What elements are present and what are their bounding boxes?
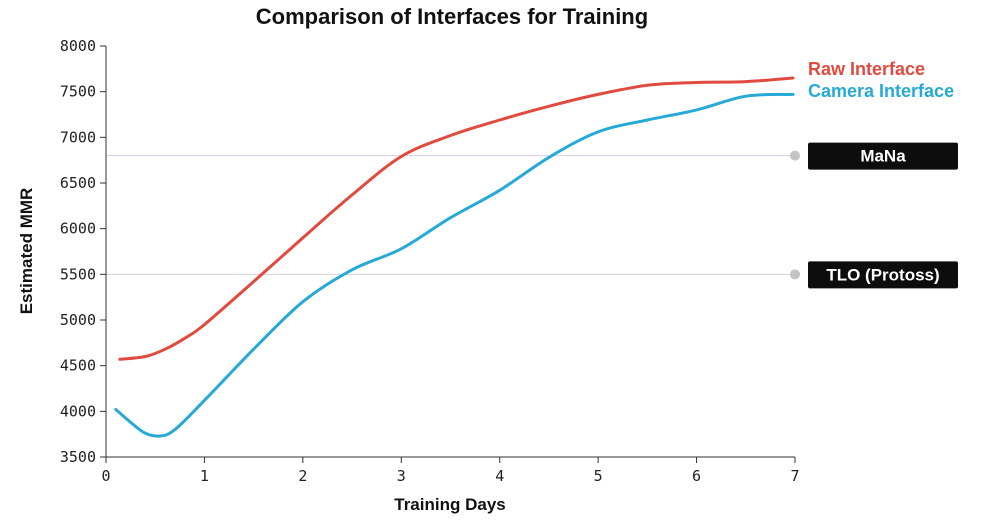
x-tick-label: 5 xyxy=(594,467,603,485)
reference-label-bg xyxy=(808,142,958,170)
x-tick-label: 6 xyxy=(692,467,701,485)
x-tick-label: 0 xyxy=(101,467,110,485)
y-axis-label: Estimated MMR xyxy=(17,188,36,315)
y-tick-label: 8000 xyxy=(60,37,96,55)
reference-label: TLO (Protoss) xyxy=(826,265,939,284)
x-tick-label: 2 xyxy=(298,467,307,485)
y-tick-label: 4500 xyxy=(60,357,96,375)
x-axis-label: Training Days xyxy=(394,495,505,514)
axes: 3500 4000 4500 5000 5500 6000 6500 7000 7500 8000… xyxy=(60,37,800,485)
series-label: Raw Interface xyxy=(808,59,925,79)
series-lines xyxy=(114,76,795,438)
x-tick-label: 7 xyxy=(790,467,799,485)
reference-marker xyxy=(790,269,800,280)
y-tick-label: 6500 xyxy=(60,174,96,192)
y-tick-label: 3500 xyxy=(60,448,96,466)
series-line xyxy=(118,76,795,361)
reference-label: MaNa xyxy=(860,147,906,166)
x-tick-label: 4 xyxy=(495,467,504,485)
y-tick-label: 5500 xyxy=(60,265,96,283)
y-tick-label: 6000 xyxy=(60,220,96,238)
y-tick-label: 4000 xyxy=(60,402,96,420)
reference-lines: MaNa TLO (Protoss) xyxy=(106,142,958,289)
reference-label-bg xyxy=(808,261,958,289)
reference-marker xyxy=(790,150,800,161)
y-tick-label: 7500 xyxy=(60,83,96,101)
chart-title: Comparison of Interfaces for Training xyxy=(256,4,648,29)
x-tick-label: 3 xyxy=(397,467,406,485)
reference-label-badge: TLO (Protoss) xyxy=(808,261,958,289)
y-tick-label: 7000 xyxy=(60,128,96,146)
x-tick-label: 1 xyxy=(200,467,209,485)
y-tick-label: 5000 xyxy=(60,311,96,329)
reference-label-badge: MaNa xyxy=(808,142,958,170)
series-line xyxy=(114,92,795,438)
series-label: Camera Interface xyxy=(808,81,954,101)
